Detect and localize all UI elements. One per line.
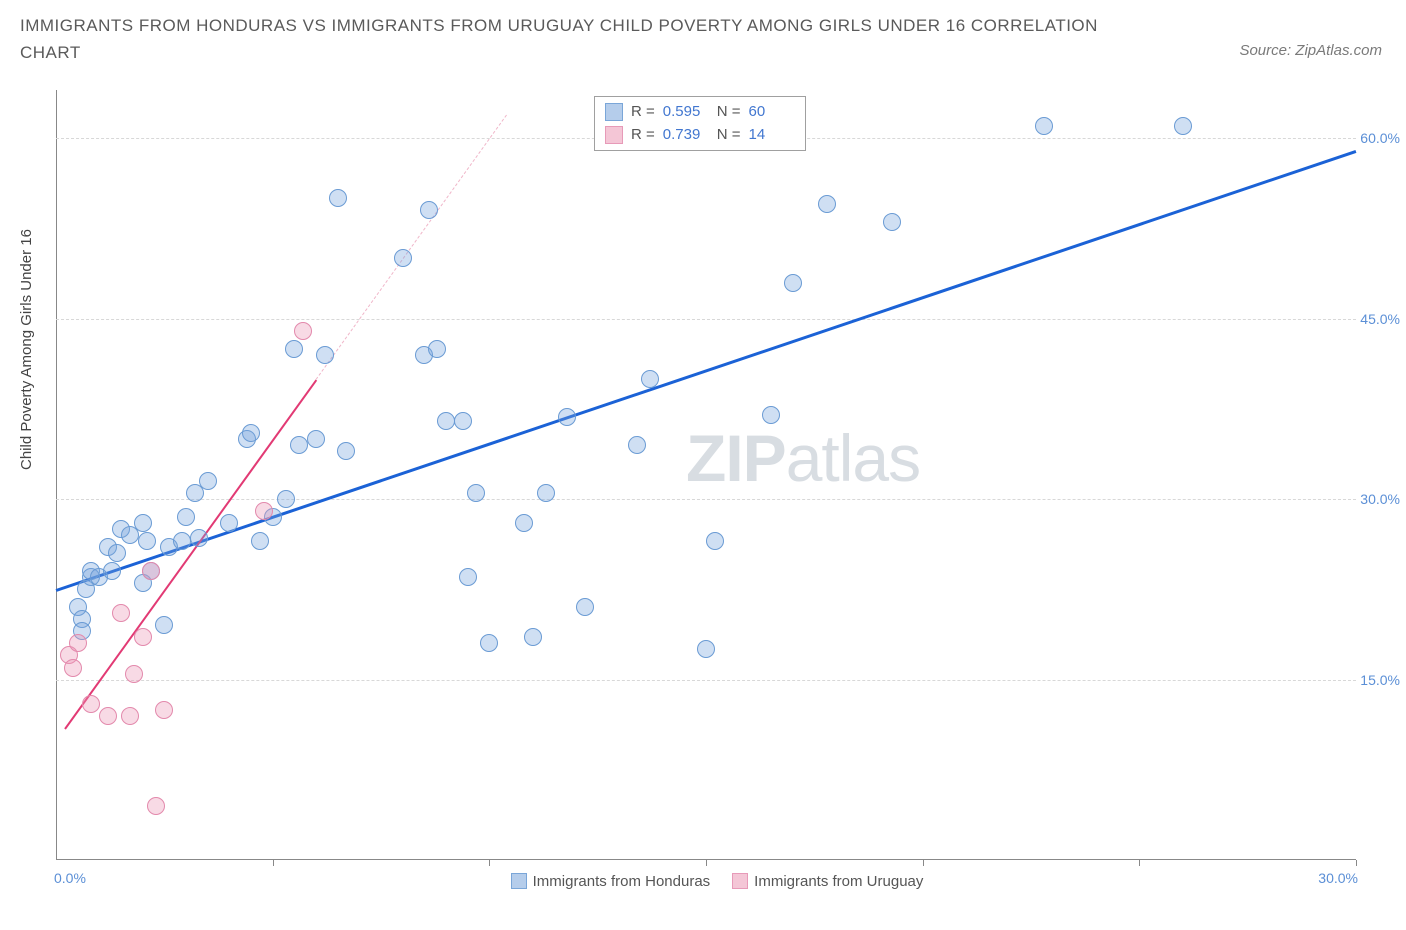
data-point bbox=[480, 634, 498, 652]
x-tick bbox=[706, 860, 707, 866]
data-point bbox=[467, 484, 485, 502]
bottom-legend: Immigrants from Honduras Immigrants from … bbox=[56, 873, 1356, 890]
data-point bbox=[697, 640, 715, 658]
data-point bbox=[112, 604, 130, 622]
data-point bbox=[1174, 117, 1192, 135]
x-tick bbox=[1139, 860, 1140, 866]
x-tick bbox=[923, 860, 924, 866]
data-point bbox=[784, 274, 802, 292]
gridline bbox=[56, 680, 1356, 681]
scatter-plot: ZIPatlas 0.0% 30.0% 15.0%30.0%45.0%60.0%… bbox=[56, 90, 1356, 860]
data-point bbox=[134, 514, 152, 532]
data-point bbox=[329, 189, 347, 207]
stat-R-label: R = bbox=[631, 124, 655, 147]
data-point bbox=[134, 628, 152, 646]
data-point bbox=[515, 514, 533, 532]
data-point bbox=[103, 562, 121, 580]
legend-swatch bbox=[732, 873, 748, 889]
data-point bbox=[307, 430, 325, 448]
gridline bbox=[56, 319, 1356, 320]
data-point bbox=[199, 472, 217, 490]
data-point bbox=[242, 424, 260, 442]
data-point bbox=[64, 659, 82, 677]
legend-label: Immigrants from Honduras bbox=[533, 873, 711, 890]
chart-area: ZIPatlas 0.0% 30.0% 15.0%30.0%45.0%60.0%… bbox=[56, 90, 1356, 860]
data-point bbox=[190, 529, 208, 547]
data-point bbox=[155, 616, 173, 634]
x-tick bbox=[273, 860, 274, 866]
stat-N-label: N = bbox=[717, 101, 741, 124]
data-point bbox=[277, 490, 295, 508]
data-point bbox=[147, 797, 165, 815]
data-point bbox=[82, 695, 100, 713]
legend-swatch bbox=[511, 873, 527, 889]
y-tick-label: 60.0% bbox=[1356, 130, 1406, 146]
data-point bbox=[394, 249, 412, 267]
trend-line bbox=[316, 114, 507, 379]
data-point bbox=[428, 340, 446, 358]
data-point bbox=[69, 634, 87, 652]
legend-label: Immigrants from Uruguay bbox=[754, 873, 923, 890]
data-point bbox=[173, 532, 191, 550]
y-tick-label: 30.0% bbox=[1356, 491, 1406, 507]
stat-N-label: N = bbox=[717, 124, 741, 147]
data-point bbox=[558, 408, 576, 426]
data-point bbox=[706, 532, 724, 550]
stat-R-value: 0.739 bbox=[663, 124, 709, 147]
data-point bbox=[255, 502, 273, 520]
y-axis-line bbox=[56, 90, 57, 860]
data-point bbox=[220, 514, 238, 532]
stat-R-label: R = bbox=[631, 101, 655, 124]
data-point bbox=[437, 412, 455, 430]
y-tick-label: 45.0% bbox=[1356, 311, 1406, 327]
data-point bbox=[138, 532, 156, 550]
chart-title: IMMIGRANTS FROM HONDURAS VS IMMIGRANTS F… bbox=[20, 12, 1110, 66]
stats-row: R = 0.595 N = 60 bbox=[605, 101, 795, 124]
y-tick-label: 15.0% bbox=[1356, 672, 1406, 688]
data-point bbox=[142, 562, 160, 580]
data-point bbox=[641, 370, 659, 388]
data-point bbox=[337, 442, 355, 460]
data-point bbox=[818, 195, 836, 213]
data-point bbox=[420, 201, 438, 219]
legend-swatch bbox=[605, 103, 623, 121]
data-point bbox=[454, 412, 472, 430]
data-point bbox=[576, 598, 594, 616]
stats-row: R = 0.739 N = 14 bbox=[605, 124, 795, 147]
data-point bbox=[177, 508, 195, 526]
data-point bbox=[524, 628, 542, 646]
stat-N-value: 14 bbox=[749, 124, 795, 147]
data-point bbox=[316, 346, 334, 364]
legend-swatch bbox=[605, 126, 623, 144]
data-point bbox=[1035, 117, 1053, 135]
data-point bbox=[251, 532, 269, 550]
data-point bbox=[459, 568, 477, 586]
y-axis-label: Child Poverty Among Girls Under 16 bbox=[18, 229, 35, 470]
data-point bbox=[155, 701, 173, 719]
x-tick bbox=[1356, 860, 1357, 866]
data-point bbox=[290, 436, 308, 454]
data-point bbox=[883, 213, 901, 231]
data-point bbox=[294, 322, 312, 340]
data-point bbox=[285, 340, 303, 358]
trend-line bbox=[56, 150, 1357, 592]
gridline bbox=[56, 499, 1356, 500]
source-label: Source: ZipAtlas.com bbox=[1239, 42, 1382, 59]
x-tick bbox=[489, 860, 490, 866]
stat-R-value: 0.595 bbox=[663, 101, 709, 124]
data-point bbox=[121, 707, 139, 725]
stats-legend-box: R = 0.595 N = 60 R = 0.739 N = 14 bbox=[594, 96, 806, 151]
data-point bbox=[99, 707, 117, 725]
data-point bbox=[125, 665, 143, 683]
data-point bbox=[108, 544, 126, 562]
stat-N-value: 60 bbox=[749, 101, 795, 124]
data-point bbox=[762, 406, 780, 424]
data-point bbox=[628, 436, 646, 454]
watermark: ZIPatlas bbox=[686, 420, 920, 496]
data-point bbox=[537, 484, 555, 502]
